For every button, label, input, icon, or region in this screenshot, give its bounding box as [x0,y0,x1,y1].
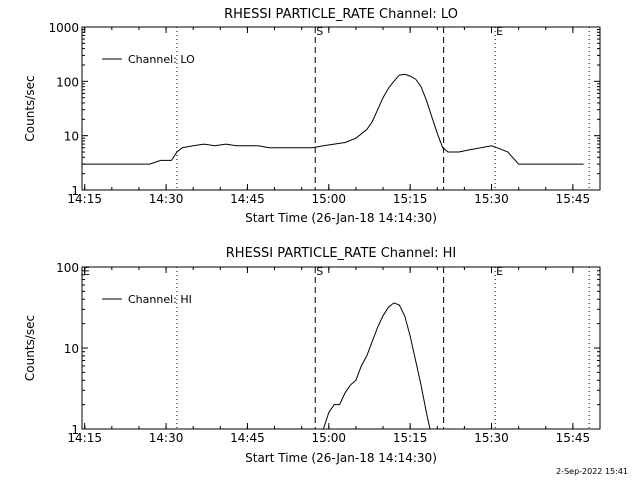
x-tick-label: 15:15 [393,192,428,206]
y-tick-label: 1 [71,423,79,437]
legend-label: Channel: LO [128,53,195,66]
y-axis-label: Counts/sec [23,75,37,141]
y-tick-label: 10 [64,130,79,144]
y-tick-label: 100 [56,75,79,89]
x-tick-label: 15:45 [556,192,591,206]
y-tick-label: 10 [64,342,79,356]
x-tick-label: 15:30 [474,431,509,445]
x-tick-label: 14:45 [230,431,265,445]
chart-title: RHESSI PARTICLE_RATE Channel: HI [226,246,456,261]
plot-frame [81,266,601,430]
edge-marker-label: E [83,265,90,278]
marker-label: E [496,25,503,38]
x-tick-label: 14:30 [149,192,184,206]
plot-frame [81,26,601,191]
series-line-hi [322,302,431,430]
y-tick-label: 1000 [48,21,79,35]
x-tick-label: 14:45 [230,192,265,206]
x-axis-label: Start Time (26-Jan-18 14:14:30) [245,451,437,465]
chart-hi: RHESSI PARTICLE_RATE Channel: HI 1 10 100 14… [23,246,601,465]
x-tick-label: 14:30 [149,431,184,445]
footer-timestamp: 2-Sep-2022 15:41 [556,467,628,476]
x-tick-label: 15:45 [556,431,591,445]
x-tick-label: 15:30 [474,192,509,206]
x-axis-label: Start Time (26-Jan-18 14:14:30) [245,211,437,225]
marker-label: S [316,25,323,38]
legend-label: Channel: HI [128,293,192,306]
x-tick-label: 15:00 [311,192,346,206]
y-tick-label: 1 [71,184,79,198]
y-tick-label: 100 [56,261,79,275]
y-axis-label: Counts/sec [23,315,37,381]
x-tick-label: 14:15 [67,431,102,445]
series-line-lo [82,73,584,165]
x-tick-label: 15:15 [393,431,428,445]
x-tick-label: 14:15 [67,192,102,206]
marker-label: E [496,265,503,278]
x-tick-label: 15:00 [311,431,346,445]
chart-lo: RHESSI PARTICLE_RATE Channel: LO 1 10 100 10… [23,7,601,225]
marker-label: S [316,265,323,278]
chart-title: RHESSI PARTICLE_RATE Channel: LO [224,7,458,22]
